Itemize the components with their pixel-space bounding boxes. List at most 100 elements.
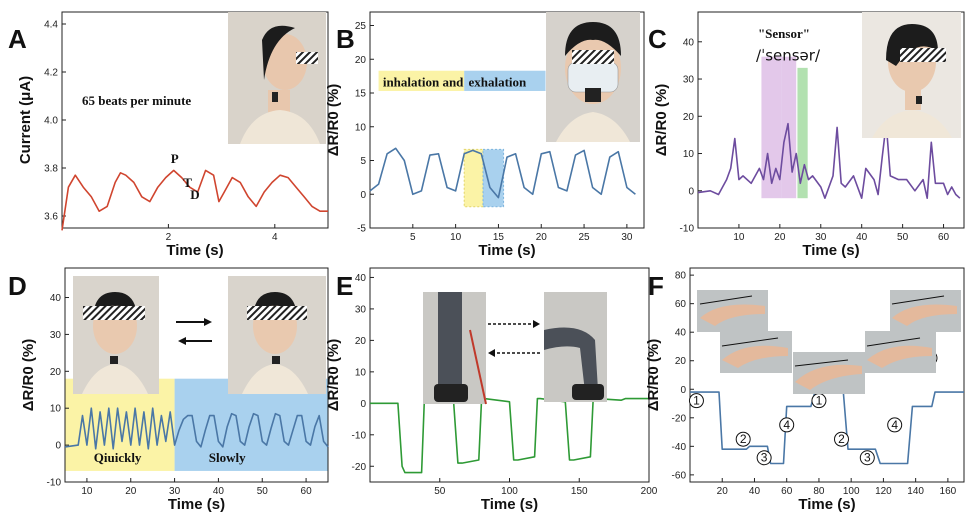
x-tick-label: 10 (733, 232, 745, 243)
x-axis-label: Time (s) (166, 242, 223, 259)
spoken-word: "Sensor" (758, 26, 810, 41)
exhalation-label: exhalation (468, 74, 527, 89)
y-tick-label: -10 (680, 224, 695, 235)
step-label: 1 (693, 394, 700, 408)
step-label: 3 (864, 451, 871, 465)
x-tick-label: 4 (272, 232, 278, 243)
y-tick-label: 80 (675, 271, 687, 282)
y-tick-label: 20 (355, 55, 367, 66)
x-axis-label: Time (s) (168, 496, 225, 513)
x-tick-label: 160 (940, 486, 957, 497)
photo-head-straight (73, 276, 159, 394)
y-tick-label: 30 (355, 304, 367, 315)
y-tick-label: 30 (50, 330, 62, 341)
y-tick-label: 0 (680, 385, 686, 396)
peak-label-t: T (183, 175, 192, 190)
y-axis-label: ΔR/R0 (%) (653, 84, 670, 156)
x-tick-label: 40 (213, 486, 225, 497)
y-tick-label: 4.4 (44, 20, 58, 31)
peak-label-p: P (171, 151, 179, 166)
series-line-b (369, 147, 636, 199)
y-tick-label: 40 (50, 293, 62, 304)
plot-frame (369, 11, 645, 229)
photo-finger-2 (720, 331, 792, 373)
step-label: 2 (740, 432, 747, 446)
series-line-e (370, 397, 649, 474)
y-tick-label: 40 (675, 328, 687, 339)
slowly-band (174, 378, 328, 471)
x-axis-label: Time (s) (478, 242, 535, 259)
y-tick-label: 4.2 (44, 68, 58, 79)
y-axis-label: ΔR/R0 (%) (645, 339, 662, 411)
x-tick-label: 150 (571, 486, 588, 497)
panel-label-e: E (336, 271, 353, 301)
x-tick-label: 20 (774, 232, 786, 243)
inhalation-band (463, 148, 484, 208)
x-tick-label: 30 (815, 232, 827, 243)
y-tick-label: -40 (672, 442, 687, 453)
photo-knee-straight (423, 292, 487, 405)
x-tick-label: 25 (579, 232, 591, 243)
series-line-f (690, 388, 964, 465)
x-tick-label: 50 (434, 486, 446, 497)
panel-label-a: A (8, 24, 27, 54)
slowly-label: Slowly (209, 450, 246, 465)
y-tick-label: 40 (355, 273, 367, 284)
y-tick-label: 3.6 (44, 212, 58, 223)
x-tick-label: 20 (125, 486, 137, 497)
y-tick-label: 20 (675, 356, 687, 367)
photo-side-talk (862, 12, 961, 138)
y-tick-label: 4.0 (44, 116, 58, 127)
x-tick-label: 100 (501, 486, 518, 497)
y-tick-label: 10 (50, 404, 62, 415)
plot-frame (64, 267, 329, 483)
phonetic-transcription: /ˈsensər/ (756, 46, 821, 64)
y-tick-label: -10 (47, 478, 62, 489)
peak-label-d: D (190, 187, 199, 202)
knee-bend-arrows (488, 320, 540, 357)
y-axis-label: ΔR/R0 (%) (325, 339, 342, 411)
y-tick-label: 20 (50, 367, 62, 378)
photo-finger-3 (793, 352, 865, 394)
y-axis-label: ΔR/R0 (%) (20, 339, 37, 411)
y-tick-label: 10 (683, 149, 695, 160)
y-tick-label: 15 (355, 89, 367, 100)
y-tick-label: -20 (352, 462, 367, 473)
x-tick-label: 20 (536, 232, 548, 243)
y-tick-label: -10 (352, 430, 367, 441)
y-tick-label: 0 (55, 441, 61, 452)
panel-label-d: D (8, 271, 27, 301)
inhalation-label: inhalation and (383, 74, 464, 89)
x-tick-label: 50 (897, 232, 909, 243)
photo-finger-1b (890, 290, 961, 332)
photo-finger-1a (697, 290, 768, 332)
x-tick-label: 30 (621, 232, 633, 243)
y-tick-label: -60 (672, 470, 687, 481)
y-axis-label: ΔR/R0 (%) (325, 84, 342, 156)
x-tick-label: 120 (875, 486, 892, 497)
photo-knee-bent (544, 292, 607, 402)
chart-panel-a: 2 4 3.6 3.8 4.0 4.2 4.4 Time (s) Current (μA) 65 … (17, 11, 329, 259)
x-tick-label: 10 (81, 486, 93, 497)
step-label: 4 (891, 418, 898, 432)
y-tick-label: 25 (355, 21, 367, 32)
exhalation-band (482, 148, 505, 208)
photo-head-turned (228, 276, 326, 394)
chart-panel-b: 5 10 15 20 25 30 -5 0 5 10 15 20 25 Time (s) ΔR/R0 (%)… (325, 11, 645, 259)
step-marker (756, 450, 772, 466)
series-line-d (64, 407, 329, 450)
x-axis-label: Time (s) (798, 496, 855, 513)
y-tick-label: 0 (360, 190, 366, 201)
x-tick-label: 20 (717, 486, 729, 497)
step-label: 2 (838, 432, 845, 446)
x-tick-label: 50 (257, 486, 269, 497)
photo-mask-front (546, 12, 640, 142)
step-label: 3 (761, 451, 768, 465)
y-tick-label: 20 (683, 112, 695, 123)
x-tick-label: 2 (166, 232, 172, 243)
x-axis-label: Time (s) (802, 242, 859, 259)
y-tick-label: 60 (675, 299, 687, 310)
